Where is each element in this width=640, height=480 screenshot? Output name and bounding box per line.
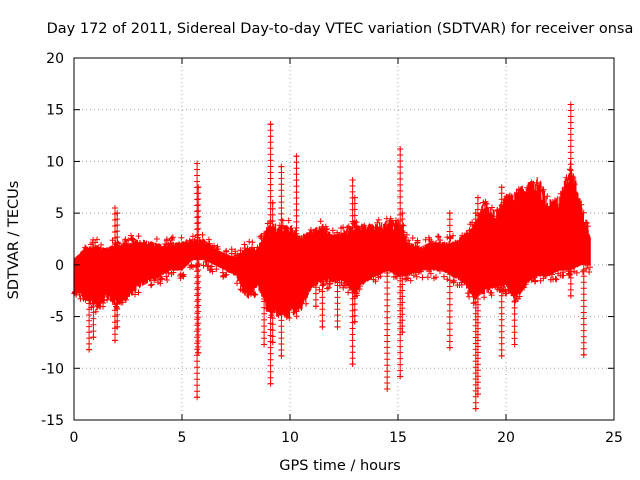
data-point bbox=[474, 194, 481, 201]
data-point bbox=[278, 352, 285, 359]
data-point bbox=[114, 210, 121, 217]
data-spike bbox=[498, 186, 505, 357]
y-tick-label: -5 bbox=[50, 310, 64, 326]
y-tick-label: 10 bbox=[46, 154, 64, 170]
data-point bbox=[293, 153, 300, 160]
data-point bbox=[114, 323, 121, 330]
data-point bbox=[267, 121, 274, 128]
data-point bbox=[90, 334, 97, 341]
data-spike bbox=[567, 104, 574, 297]
data-point bbox=[312, 246, 319, 253]
data-point bbox=[86, 277, 93, 284]
data-spike bbox=[384, 228, 391, 390]
y-tick-label: -15 bbox=[41, 413, 64, 429]
data-point bbox=[384, 225, 391, 232]
x-tick-label: 20 bbox=[497, 430, 515, 446]
data-spike bbox=[474, 197, 481, 395]
chart-title: Day 172 of 2011, Sidereal Day-to-day VTE… bbox=[47, 21, 634, 37]
data-point bbox=[446, 344, 453, 351]
data-spike bbox=[580, 233, 587, 356]
y-tick-label: 5 bbox=[55, 206, 64, 222]
data-point bbox=[472, 405, 479, 412]
data-layer bbox=[71, 101, 593, 412]
data-point bbox=[112, 337, 119, 344]
data-spike bbox=[269, 202, 276, 343]
data-point bbox=[349, 177, 356, 184]
y-tick-label: 20 bbox=[46, 51, 64, 67]
data-point bbox=[334, 323, 341, 330]
data-point bbox=[269, 339, 276, 346]
data-point bbox=[349, 361, 356, 368]
data-spike bbox=[114, 212, 121, 328]
data-point bbox=[567, 101, 574, 108]
data-point bbox=[319, 323, 326, 330]
data-spike bbox=[293, 155, 300, 312]
data-point bbox=[446, 210, 453, 217]
data-point bbox=[498, 184, 505, 191]
x-tick-label: 15 bbox=[389, 430, 407, 446]
data-point bbox=[511, 225, 518, 232]
x-tick-label: 0 bbox=[70, 430, 79, 446]
data-point bbox=[580, 230, 587, 237]
data-point bbox=[351, 194, 358, 201]
x-tick-label: 25 bbox=[605, 430, 623, 446]
ticks: 0 5 10 15 20 25 -15 -10 -5 0 5 10 15 20 bbox=[41, 51, 623, 446]
data-point bbox=[278, 163, 285, 170]
data-point bbox=[312, 303, 319, 310]
data-point bbox=[195, 184, 202, 191]
data-point bbox=[334, 241, 341, 248]
data-spike bbox=[112, 207, 118, 341]
data-point bbox=[580, 351, 587, 358]
data-point bbox=[194, 160, 201, 167]
data-point bbox=[567, 292, 574, 299]
data-point bbox=[397, 146, 404, 153]
plot-frame bbox=[73, 57, 615, 421]
data-spike bbox=[397, 148, 404, 378]
data-point bbox=[112, 204, 119, 211]
y-tick-label: 0 bbox=[55, 258, 64, 274]
data-point bbox=[269, 199, 276, 206]
x-tick-label: 10 bbox=[281, 430, 299, 446]
data-point bbox=[267, 380, 274, 387]
y-tick-label: -10 bbox=[41, 361, 64, 377]
data-point bbox=[86, 346, 93, 353]
data-point bbox=[351, 318, 358, 325]
data-spike bbox=[511, 228, 518, 345]
data-point bbox=[399, 210, 406, 217]
data-point bbox=[474, 391, 481, 398]
data-point bbox=[399, 329, 406, 336]
y-tick-label: 15 bbox=[46, 103, 64, 119]
data-point bbox=[384, 385, 391, 392]
data-point bbox=[498, 352, 505, 359]
data-point bbox=[194, 394, 201, 401]
data-point bbox=[397, 373, 404, 380]
data-point bbox=[511, 341, 518, 348]
data-point bbox=[319, 241, 326, 248]
data-point bbox=[195, 349, 202, 356]
y-axis-label: SDTVAR / TECUs bbox=[6, 181, 22, 300]
x-tick-label: 5 bbox=[178, 430, 187, 446]
x-axis-label: GPS time / hours bbox=[279, 458, 400, 474]
data-point bbox=[90, 272, 97, 279]
data-spike bbox=[399, 212, 406, 333]
data-markers bbox=[71, 166, 593, 321]
data-point bbox=[261, 341, 268, 348]
data-spike bbox=[261, 233, 268, 345]
